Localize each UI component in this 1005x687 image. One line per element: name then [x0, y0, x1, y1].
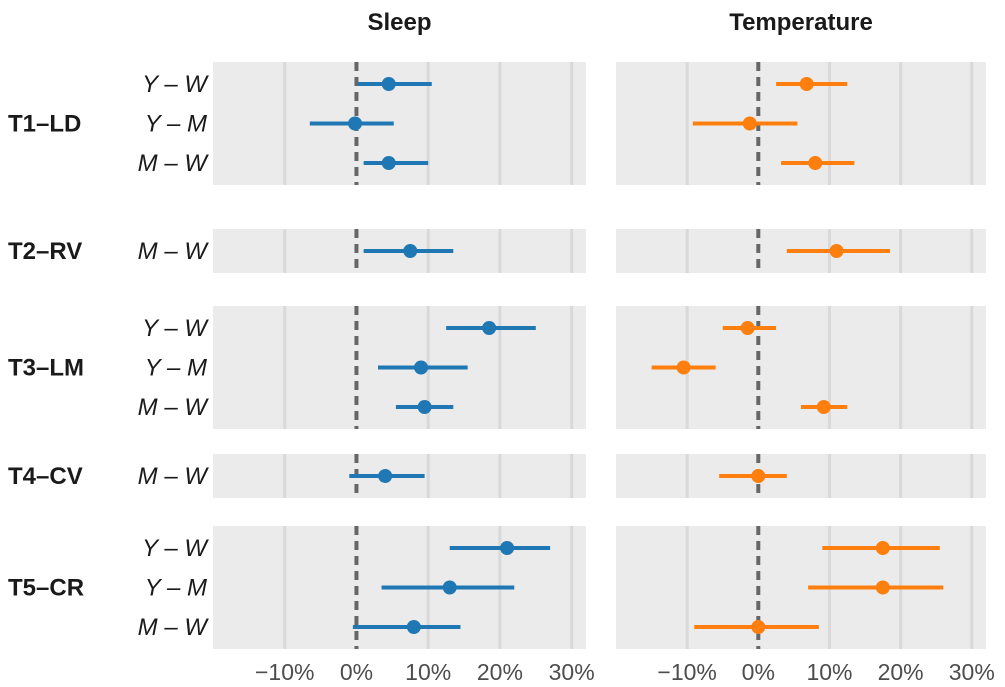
comparison-label: Y – M [145, 111, 207, 138]
point-estimate [799, 77, 814, 91]
x-tick-label: −10% [255, 659, 314, 685]
x-tick-label: 10% [405, 659, 451, 685]
comparison-label: Y – M [145, 575, 207, 602]
point-estimate [751, 620, 766, 634]
point-estimate [751, 469, 766, 483]
comparison-label: Y – M [145, 355, 207, 382]
comparison-label: M – W [138, 614, 210, 641]
point-estimate [378, 469, 393, 483]
point-estimate [808, 156, 823, 170]
group-label: T4–CV [8, 463, 83, 490]
point-estimate [742, 116, 757, 131]
point-estimate [417, 400, 432, 414]
point-estimate [414, 360, 429, 375]
panel-background [213, 62, 586, 185]
point-estimate [403, 244, 418, 258]
point-estimate [875, 580, 890, 595]
comparison-label: Y – W [142, 315, 209, 342]
x-tick-label: 30% [949, 659, 995, 685]
comparison-label: M – W [138, 463, 210, 490]
point-estimate [875, 541, 890, 555]
point-estimate [482, 321, 497, 335]
panel-title-sleep: Sleep [367, 9, 431, 36]
comparison-label: Y – W [142, 71, 209, 98]
group-label: T5–CR [8, 575, 84, 602]
point-estimate [500, 541, 515, 555]
group-label: T2–RV [8, 238, 82, 265]
point-estimate [348, 116, 363, 131]
comparison-label: M – W [138, 238, 210, 265]
point-estimate [406, 620, 421, 634]
comparison-label: Y – W [142, 535, 209, 562]
group-label: T1–LD [8, 111, 81, 138]
x-tick-label: 20% [477, 659, 523, 685]
point-estimate [676, 360, 691, 375]
x-tick-label: 0% [742, 659, 775, 685]
point-estimate [381, 156, 396, 170]
panel-background [616, 454, 986, 498]
panel-title-temperature: Temperature [729, 9, 873, 36]
group-label: T3–LM [8, 355, 84, 382]
x-tick-label: 0% [340, 659, 373, 685]
point-estimate [816, 400, 831, 414]
x-tick-label: 30% [549, 659, 595, 685]
point-estimate [740, 321, 755, 335]
x-tick-label: 10% [806, 659, 852, 685]
point-estimate [829, 244, 844, 258]
point-estimate [381, 77, 396, 91]
comparison-label: M – W [138, 394, 210, 421]
comparison-label: M – W [138, 150, 210, 177]
point-estimate [442, 580, 457, 595]
x-tick-label: 20% [878, 659, 924, 685]
x-tick-label: −10% [657, 659, 716, 685]
